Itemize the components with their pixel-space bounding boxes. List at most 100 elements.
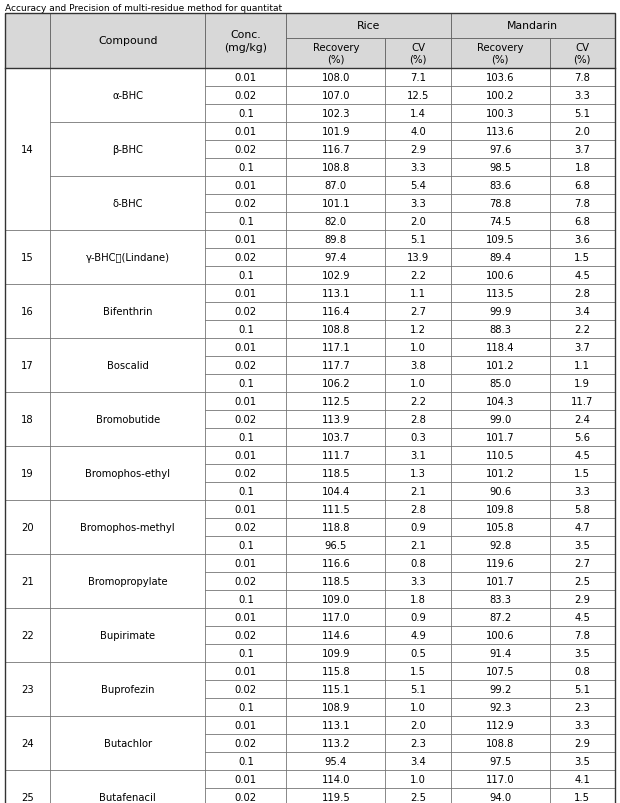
Bar	[550, 590, 615, 608]
Text: 2.3: 2.3	[410, 738, 426, 748]
Bar	[451, 159, 550, 177]
Bar	[550, 213, 615, 230]
Text: 0.02: 0.02	[235, 577, 257, 586]
Bar	[550, 734, 615, 752]
Bar	[205, 590, 286, 608]
Bar	[451, 249, 550, 267]
Bar	[5, 69, 50, 230]
Text: 1.5: 1.5	[574, 792, 590, 802]
Text: 0.1: 0.1	[238, 433, 254, 442]
Bar	[386, 590, 451, 608]
Text: Butafenacil: Butafenacil	[99, 792, 156, 802]
Text: 114.0: 114.0	[322, 774, 350, 784]
Text: 1.1: 1.1	[574, 361, 590, 370]
Text: 0.02: 0.02	[235, 738, 257, 748]
Text: Butachlor: Butachlor	[104, 738, 152, 748]
Text: 25: 25	[21, 792, 34, 802]
Bar	[286, 87, 386, 105]
Bar	[5, 770, 50, 803]
Text: 5.4: 5.4	[410, 181, 426, 191]
Bar	[550, 644, 615, 662]
Text: 3.5: 3.5	[574, 648, 590, 658]
Bar	[550, 483, 615, 500]
Text: 4.5: 4.5	[574, 271, 590, 281]
Bar	[5, 14, 50, 69]
Bar	[451, 680, 550, 698]
Text: 3.3: 3.3	[410, 163, 426, 173]
Bar	[451, 393, 550, 410]
Text: 0.02: 0.02	[235, 630, 257, 640]
Bar	[451, 536, 550, 554]
Text: 109.8: 109.8	[486, 504, 515, 515]
Text: 109.0: 109.0	[322, 594, 350, 604]
Bar	[386, 39, 451, 69]
Bar	[550, 770, 615, 788]
Bar	[386, 320, 451, 339]
Bar	[205, 573, 286, 590]
Text: 118.5: 118.5	[322, 468, 350, 479]
Bar	[286, 500, 386, 519]
Bar	[386, 177, 451, 195]
Bar	[550, 195, 615, 213]
Text: Accuracy and Precision of multi-residue method for quantitat: Accuracy and Precision of multi-residue …	[5, 4, 282, 13]
Bar	[286, 123, 386, 141]
Bar	[286, 357, 386, 374]
Text: 14: 14	[21, 145, 34, 155]
Text: 113.2: 113.2	[322, 738, 350, 748]
Bar	[286, 159, 386, 177]
Text: 113.9: 113.9	[322, 414, 350, 425]
Text: Mandarin: Mandarin	[507, 22, 559, 31]
Text: 2.0: 2.0	[410, 720, 426, 730]
Bar	[451, 626, 550, 644]
Bar	[286, 734, 386, 752]
Text: 13.9: 13.9	[407, 253, 429, 263]
Text: 0.02: 0.02	[235, 361, 257, 370]
Text: 2.8: 2.8	[574, 288, 590, 299]
Text: 3.1: 3.1	[410, 450, 426, 460]
Bar	[50, 230, 205, 284]
Text: 15: 15	[21, 253, 34, 263]
Bar	[386, 410, 451, 429]
Bar	[550, 303, 615, 320]
Text: 20: 20	[21, 522, 34, 532]
Text: 1.3: 1.3	[410, 468, 426, 479]
Bar	[205, 716, 286, 734]
Bar	[286, 105, 386, 123]
Text: 74.5: 74.5	[489, 217, 511, 226]
Bar	[451, 39, 550, 69]
Text: 0.8: 0.8	[575, 666, 590, 676]
Text: CV
(%): CV (%)	[409, 43, 427, 64]
Text: 85.0: 85.0	[489, 378, 511, 389]
Bar	[451, 590, 550, 608]
Text: 112.5: 112.5	[322, 397, 350, 406]
Text: 3.3: 3.3	[575, 487, 590, 496]
Bar	[451, 87, 550, 105]
Bar	[386, 662, 451, 680]
Text: 1.5: 1.5	[574, 468, 590, 479]
Bar	[451, 141, 550, 159]
Bar	[205, 374, 286, 393]
Text: 2.3: 2.3	[574, 702, 590, 712]
Text: 0.02: 0.02	[235, 199, 257, 209]
Text: 12.5: 12.5	[407, 91, 429, 101]
Bar	[386, 213, 451, 230]
Text: 3.3: 3.3	[410, 199, 426, 209]
Text: 6.8: 6.8	[574, 181, 590, 191]
Text: 117.0: 117.0	[486, 774, 515, 784]
Bar	[5, 500, 50, 554]
Bar	[286, 770, 386, 788]
Text: 115.1: 115.1	[322, 684, 350, 694]
Bar	[451, 123, 550, 141]
Bar	[205, 680, 286, 698]
Bar	[451, 519, 550, 536]
Bar	[451, 446, 550, 464]
Text: 108.8: 108.8	[322, 324, 350, 335]
Text: 92.8: 92.8	[489, 540, 511, 550]
Text: 23: 23	[21, 684, 34, 694]
Bar	[550, 752, 615, 770]
Text: Bromopropylate: Bromopropylate	[88, 577, 167, 586]
Text: 0.02: 0.02	[235, 145, 257, 155]
Bar	[550, 357, 615, 374]
Bar	[205, 357, 286, 374]
Bar	[550, 662, 615, 680]
